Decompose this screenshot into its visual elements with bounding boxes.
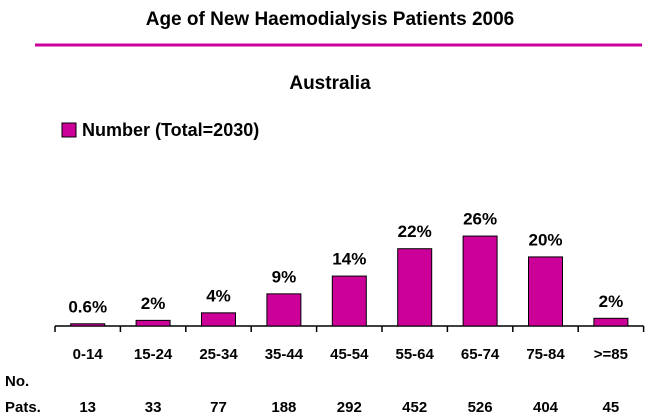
count-label: 404 — [533, 399, 559, 416]
bar — [135, 319, 171, 327]
chart-subtitle: Australia — [289, 73, 371, 94]
count-label: 13 — [79, 399, 96, 416]
count-label: 526 — [468, 399, 493, 416]
legend-label: Number (Total=2030) — [82, 120, 259, 140]
data-label: 14% — [332, 250, 366, 269]
data-label: 22% — [398, 222, 432, 241]
x-tick-label: 75-84 — [526, 346, 565, 363]
bar — [70, 323, 106, 327]
x-tick-label: 35-44 — [265, 346, 304, 363]
bar — [266, 293, 302, 327]
bar — [593, 317, 629, 327]
x-tick-label: >=85 — [594, 346, 628, 363]
count-label: 33 — [145, 399, 162, 416]
x-tick-label: 65-74 — [461, 346, 500, 363]
data-label: 20% — [528, 230, 562, 249]
data-label: 4% — [206, 286, 231, 305]
x-tick-label: 25-34 — [199, 346, 238, 363]
count-label: 188 — [271, 399, 296, 416]
legend-swatch — [61, 122, 77, 138]
x-tick-label: 15-24 — [134, 346, 173, 363]
count-label: 77 — [210, 399, 227, 416]
count-label: 452 — [402, 399, 427, 416]
count-label: 292 — [337, 399, 362, 416]
count-label: 45 — [603, 399, 620, 416]
x-tick-label: 55-64 — [396, 346, 435, 363]
x-tick-label: 45-54 — [330, 346, 369, 363]
chart-title: Age of New Haemodialysis Patients 2006 — [146, 9, 515, 30]
bar — [397, 248, 433, 327]
bar — [462, 235, 498, 327]
bar — [331, 275, 367, 327]
data-label: 2% — [141, 294, 166, 313]
data-label: 26% — [463, 210, 497, 229]
data-label: 9% — [272, 267, 297, 286]
data-label: 2% — [599, 292, 624, 311]
data-label: 0.6% — [68, 297, 107, 316]
table-label: Pats. — [5, 399, 41, 416]
bar — [528, 256, 563, 327]
table-label: No. — [5, 373, 29, 390]
x-tick-label: 0-14 — [73, 346, 104, 363]
bar — [201, 312, 236, 327]
